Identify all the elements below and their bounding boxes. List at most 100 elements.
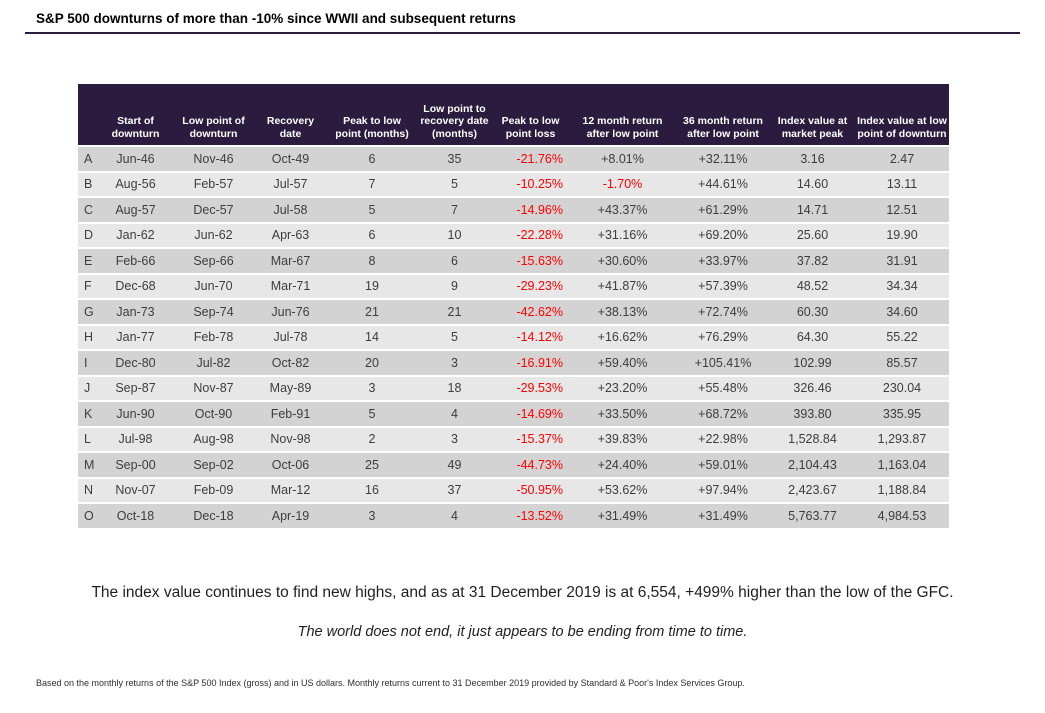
cell-ret12: +43.37% [569,197,676,224]
cell-low: Dec-18 [173,503,254,530]
cell-peak_to_low_months: 19 [327,273,417,300]
cell-peak_to_low_months: 3 [327,503,417,530]
cell-loss: -13.52% [492,503,569,530]
cell-low: Nov-87 [173,375,254,402]
cell-ret36: +72.74% [676,299,770,326]
cell-peak_to_low_months: 6 [327,222,417,249]
title-divider [25,32,1020,34]
cell-id: A [78,146,98,173]
cell-ret12: +30.60% [569,248,676,275]
cell-ret12: +31.49% [569,503,676,530]
cell-loss: -16.91% [492,350,569,377]
cell-low: Jun-70 [173,273,254,300]
cell-idx_peak: 5,763.77 [770,503,855,530]
cell-id: F [78,273,98,300]
cell-loss: -22.28% [492,222,569,249]
cell-idx_low: 12.51 [855,197,949,224]
cell-recovery: May-89 [254,375,327,402]
cell-idx_low: 1,188.84 [855,477,949,504]
cell-low: Sep-66 [173,248,254,275]
table-row: O Oct-18 Dec-18 Apr-19 3 4 -13.52% +31.49% +31.4… [78,503,949,530]
cell-idx_low: 13.11 [855,171,949,198]
cell-ret12: +38.13% [569,299,676,326]
cell-low_to_recovery_months: 5 [417,324,492,351]
cell-ret36: +76.29% [676,324,770,351]
cell-start: Jul-98 [98,426,173,453]
col-header-peak-to-low-loss: Peak to low point loss [492,84,569,147]
table-row: F Dec-68 Jun-70 Mar-71 19 9 -29.23% +41.87% +57.… [78,273,949,300]
table-row: D Jan-62 Jun-62 Apr-63 6 10 -22.28% +31.16% +69.… [78,222,949,249]
cell-id: M [78,452,98,479]
cell-recovery: Feb-91 [254,401,327,428]
cell-ret36: +57.39% [676,273,770,300]
col-header-id [78,84,98,147]
cell-start: Sep-00 [98,452,173,479]
cell-peak_to_low_months: 2 [327,426,417,453]
cell-ret36: +105.41% [676,350,770,377]
cell-start: Jan-62 [98,222,173,249]
cell-start: Jun-46 [98,146,173,173]
cell-peak_to_low_months: 3 [327,375,417,402]
cell-loss: -21.76% [492,146,569,173]
cell-ret12: +31.16% [569,222,676,249]
table-row: E Feb-66 Sep-66 Mar-67 8 6 -15.63% +30.60% +33.9… [78,248,949,275]
cell-ret36: +55.48% [676,375,770,402]
table-body: A Jun-46 Nov-46 Oct-49 6 35 -21.76% +8.01% +32.1… [78,146,949,530]
cell-ret12: +53.62% [569,477,676,504]
cell-idx_peak: 48.52 [770,273,855,300]
col-header-low-to-recovery-months: Low point to recovery date (months) [417,84,492,147]
cell-low_to_recovery_months: 18 [417,375,492,402]
cell-low: Aug-98 [173,426,254,453]
cell-idx_peak: 25.60 [770,222,855,249]
cell-low_to_recovery_months: 10 [417,222,492,249]
cell-idx_peak: 2,423.67 [770,477,855,504]
cell-peak_to_low_months: 5 [327,401,417,428]
cell-loss: -14.69% [492,401,569,428]
cell-start: Dec-68 [98,273,173,300]
cell-low_to_recovery_months: 4 [417,503,492,530]
col-header-recovery-date: Recovery date [254,84,327,147]
cell-ret36: +59.01% [676,452,770,479]
cell-recovery: Mar-12 [254,477,327,504]
cell-peak_to_low_months: 16 [327,477,417,504]
cell-ret12: +23.20% [569,375,676,402]
table-row: J Sep-87 Nov-87 May-89 3 18 -29.53% +23.20% +55.… [78,375,949,402]
cell-ret36: +22.98% [676,426,770,453]
cell-ret12: +59.40% [569,350,676,377]
cell-low: Jun-62 [173,222,254,249]
cell-low_to_recovery_months: 6 [417,248,492,275]
cell-idx_low: 4,984.53 [855,503,949,530]
cell-low: Sep-02 [173,452,254,479]
cell-low: Jul-82 [173,350,254,377]
cell-idx_low: 335.95 [855,401,949,428]
table-row: H Jan-77 Feb-78 Jul-78 14 5 -14.12% +16.62% +76.… [78,324,949,351]
cell-peak_to_low_months: 14 [327,324,417,351]
cell-peak_to_low_months: 5 [327,197,417,224]
cell-idx_low: 19.90 [855,222,949,249]
cell-low: Nov-46 [173,146,254,173]
cell-idx_low: 2.47 [855,146,949,173]
cell-ret36: +68.72% [676,401,770,428]
cell-recovery: Mar-71 [254,273,327,300]
cell-peak_to_low_months: 25 [327,452,417,479]
cell-id: E [78,248,98,275]
cell-loss: -15.37% [492,426,569,453]
cell-ret12: +33.50% [569,401,676,428]
cell-low: Dec-57 [173,197,254,224]
cell-low_to_recovery_months: 4 [417,401,492,428]
cell-ret12: +16.62% [569,324,676,351]
cell-ret36: +61.29% [676,197,770,224]
cell-idx_peak: 60.30 [770,299,855,326]
cell-low_to_recovery_months: 7 [417,197,492,224]
cell-ret36: +97.94% [676,477,770,504]
cell-low_to_recovery_months: 37 [417,477,492,504]
cell-start: Jun-90 [98,401,173,428]
table-row: G Jan-73 Sep-74 Jun-76 21 21 -42.62% +38.13% +72… [78,299,949,326]
cell-recovery: Jul-57 [254,171,327,198]
cell-idx_low: 34.34 [855,273,949,300]
page-title: S&P 500 downturns of more than -10% sinc… [36,11,516,26]
cell-idx_peak: 393.80 [770,401,855,428]
cell-low_to_recovery_months: 3 [417,426,492,453]
cell-start: Jan-73 [98,299,173,326]
cell-idx_low: 230.04 [855,375,949,402]
